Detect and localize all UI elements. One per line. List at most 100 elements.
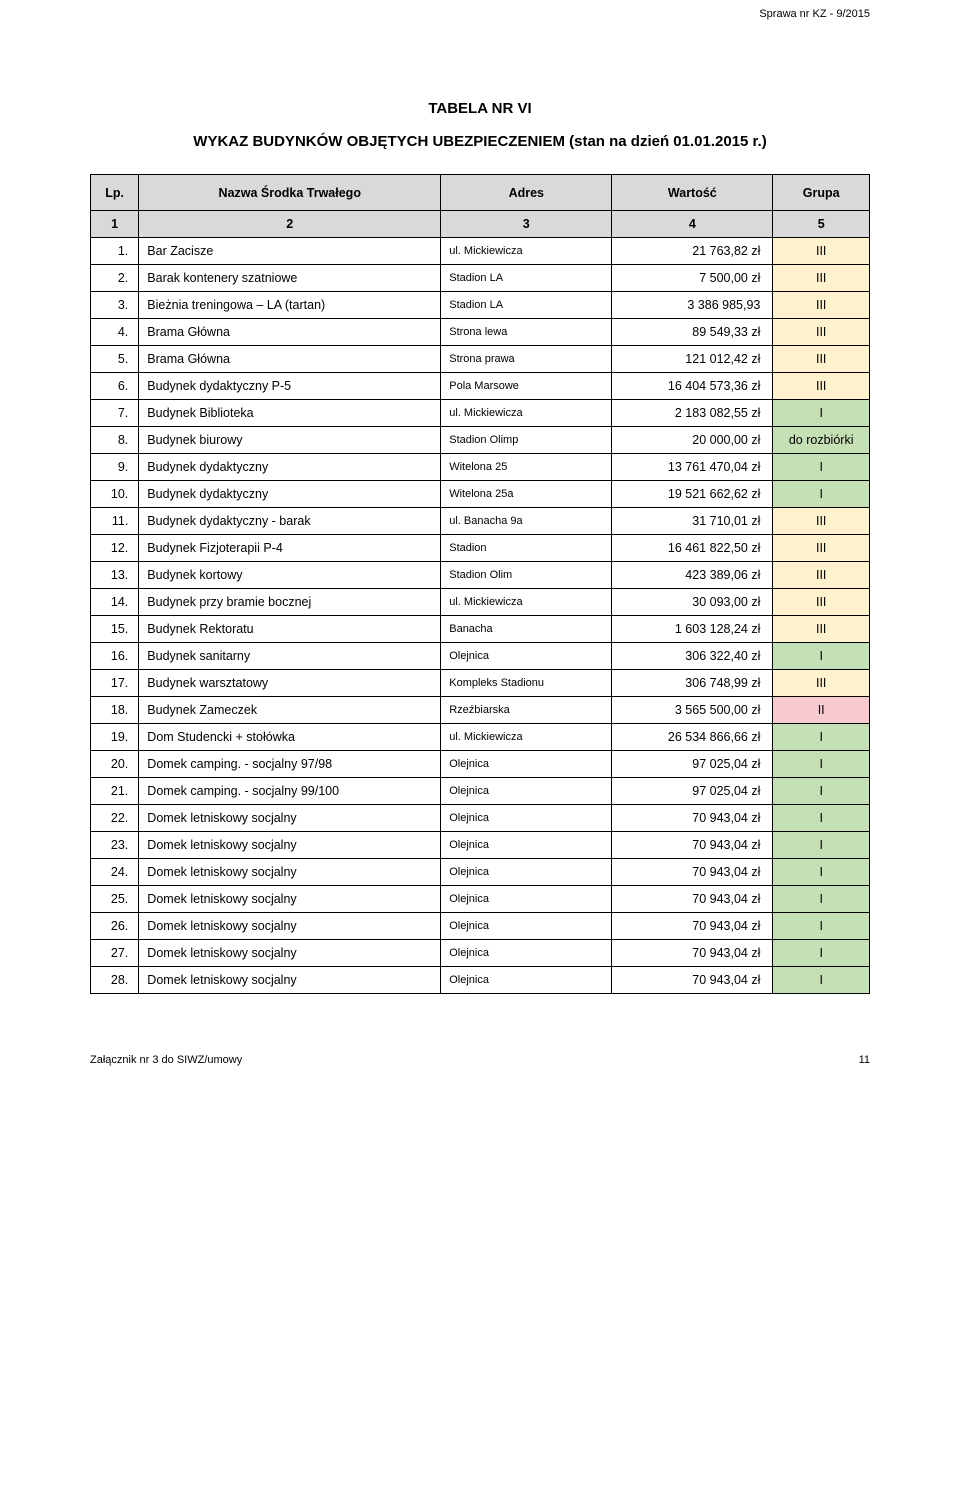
cell-grupa: I xyxy=(773,400,870,427)
cell-wartosc: 31 710,01 zł xyxy=(612,508,773,535)
cell-nazwa: Domek letniskowy socjalny xyxy=(139,859,441,886)
cell-wartosc: 70 943,04 zł xyxy=(612,967,773,994)
col-header-adres: Adres xyxy=(441,175,612,211)
cell-adres: Stadion Olim xyxy=(441,562,612,589)
table-subtitle: WYKAZ BUDYNKÓW OBJĘTYCH UBEZPIECZENIEM (… xyxy=(90,133,870,150)
cell-lp: 3. xyxy=(91,292,139,319)
cell-adres: Kompleks Stadionu xyxy=(441,670,612,697)
cell-nazwa: Brama Główna xyxy=(139,346,441,373)
cell-adres: Olejnica xyxy=(441,859,612,886)
table-row: 12.Budynek Fizjoterapii P-4Stadion16 461… xyxy=(91,535,870,562)
cell-grupa: III xyxy=(773,589,870,616)
cell-wartosc: 26 534 866,66 zł xyxy=(612,724,773,751)
table-header-row: Lp. Nazwa Środka Trwałego Adres Wartość … xyxy=(91,175,870,211)
cell-wartosc: 2 183 082,55 zł xyxy=(612,400,773,427)
cell-lp: 9. xyxy=(91,454,139,481)
cell-wartosc: 70 943,04 zł xyxy=(612,913,773,940)
cell-nazwa: Budynek Rektoratu xyxy=(139,616,441,643)
table-number-header-row: 1 2 3 4 5 xyxy=(91,211,870,238)
cell-lp: 13. xyxy=(91,562,139,589)
cell-adres: Olejnica xyxy=(441,805,612,832)
cell-wartosc: 306 748,99 zł xyxy=(612,670,773,697)
cell-adres: ul. Banacha 9a xyxy=(441,508,612,535)
cell-grupa: I xyxy=(773,859,870,886)
cell-adres: Olejnica xyxy=(441,751,612,778)
cell-adres: Witelona 25a xyxy=(441,481,612,508)
cell-adres: Banacha xyxy=(441,616,612,643)
table-row: 9.Budynek dydaktycznyWitelona 2513 761 4… xyxy=(91,454,870,481)
cell-adres: Pola Marsowe xyxy=(441,373,612,400)
cell-nazwa: Budynek Zameczek xyxy=(139,697,441,724)
cell-wartosc: 20 000,00 zł xyxy=(612,427,773,454)
table-row: 8.Budynek biurowyStadion Olimp20 000,00 … xyxy=(91,427,870,454)
table-row: 6.Budynek dydaktyczny P-5Pola Marsowe16 … xyxy=(91,373,870,400)
cell-nazwa: Domek letniskowy socjalny xyxy=(139,913,441,940)
cell-grupa: I xyxy=(773,913,870,940)
cell-grupa: III xyxy=(773,562,870,589)
table-row: 23.Domek letniskowy socjalnyOlejnica70 9… xyxy=(91,832,870,859)
cell-lp: 21. xyxy=(91,778,139,805)
cell-nazwa: Domek letniskowy socjalny xyxy=(139,940,441,967)
cell-grupa: do rozbiórki xyxy=(773,427,870,454)
cell-wartosc: 70 943,04 zł xyxy=(612,805,773,832)
cell-adres: Stadion LA xyxy=(441,292,612,319)
cell-grupa: III xyxy=(773,265,870,292)
table-row: 3.Bieżnia treningowa – LA (tartan)Stadio… xyxy=(91,292,870,319)
buildings-table: Lp. Nazwa Środka Trwałego Adres Wartość … xyxy=(90,174,870,994)
cell-grupa: III xyxy=(773,616,870,643)
cell-lp: 15. xyxy=(91,616,139,643)
col-header-lp: Lp. xyxy=(91,175,139,211)
cell-adres: Witelona 25 xyxy=(441,454,612,481)
cell-wartosc: 16 461 822,50 zł xyxy=(612,535,773,562)
cell-grupa: I xyxy=(773,940,870,967)
table-number-title: TABELA NR VI xyxy=(90,100,870,117)
cell-lp: 2. xyxy=(91,265,139,292)
cell-wartosc: 21 763,82 zł xyxy=(612,238,773,265)
cell-wartosc: 70 943,04 zł xyxy=(612,940,773,967)
cell-wartosc: 97 025,04 zł xyxy=(612,751,773,778)
cell-nazwa: Budynek dydaktyczny xyxy=(139,454,441,481)
cell-nazwa: Budynek Fizjoterapii P-4 xyxy=(139,535,441,562)
cell-nazwa: Domek camping. - socjalny 97/98 xyxy=(139,751,441,778)
cell-adres: Stadion Olimp xyxy=(441,427,612,454)
table-row: 17.Budynek warsztatowyKompleks Stadionu3… xyxy=(91,670,870,697)
cell-lp: 26. xyxy=(91,913,139,940)
cell-nazwa: Brama Główna xyxy=(139,319,441,346)
table-row: 10.Budynek dydaktycznyWitelona 25a19 521… xyxy=(91,481,870,508)
cell-adres: Olejnica xyxy=(441,832,612,859)
table-row: 27.Domek letniskowy socjalnyOlejnica70 9… xyxy=(91,940,870,967)
col-num-3: 3 xyxy=(441,211,612,238)
cell-lp: 11. xyxy=(91,508,139,535)
cell-adres: Strona lewa xyxy=(441,319,612,346)
cell-lp: 24. xyxy=(91,859,139,886)
cell-grupa: I xyxy=(773,778,870,805)
corner-header: Sprawa nr KZ - 9/2015 xyxy=(759,8,870,20)
cell-lp: 14. xyxy=(91,589,139,616)
col-num-5: 5 xyxy=(773,211,870,238)
cell-lp: 23. xyxy=(91,832,139,859)
cell-grupa: III xyxy=(773,346,870,373)
cell-lp: 17. xyxy=(91,670,139,697)
cell-nazwa: Domek letniskowy socjalny xyxy=(139,967,441,994)
table-row: 7.Budynek Bibliotekaul. Mickiewicza2 183… xyxy=(91,400,870,427)
cell-nazwa: Budynek Biblioteka xyxy=(139,400,441,427)
cell-nazwa: Domek camping. - socjalny 99/100 xyxy=(139,778,441,805)
cell-nazwa: Barak kontenery szatniowe xyxy=(139,265,441,292)
cell-adres: Olejnica xyxy=(441,967,612,994)
cell-lp: 20. xyxy=(91,751,139,778)
footer-page-number: 11 xyxy=(859,1054,870,1066)
cell-wartosc: 1 603 128,24 zł xyxy=(612,616,773,643)
table-row: 11.Budynek dydaktyczny - barakul. Banach… xyxy=(91,508,870,535)
cell-grupa: I xyxy=(773,751,870,778)
cell-nazwa: Budynek kortowy xyxy=(139,562,441,589)
cell-nazwa: Budynek warsztatowy xyxy=(139,670,441,697)
cell-lp: 4. xyxy=(91,319,139,346)
cell-nazwa: Budynek biurowy xyxy=(139,427,441,454)
cell-nazwa: Budynek przy bramie bocznej xyxy=(139,589,441,616)
cell-lp: 1. xyxy=(91,238,139,265)
cell-grupa: I xyxy=(773,643,870,670)
cell-wartosc: 121 012,42 zł xyxy=(612,346,773,373)
cell-grupa: III xyxy=(773,508,870,535)
table-row: 2.Barak kontenery szatnioweStadion LA7 5… xyxy=(91,265,870,292)
cell-adres: ul. Mickiewicza xyxy=(441,238,612,265)
